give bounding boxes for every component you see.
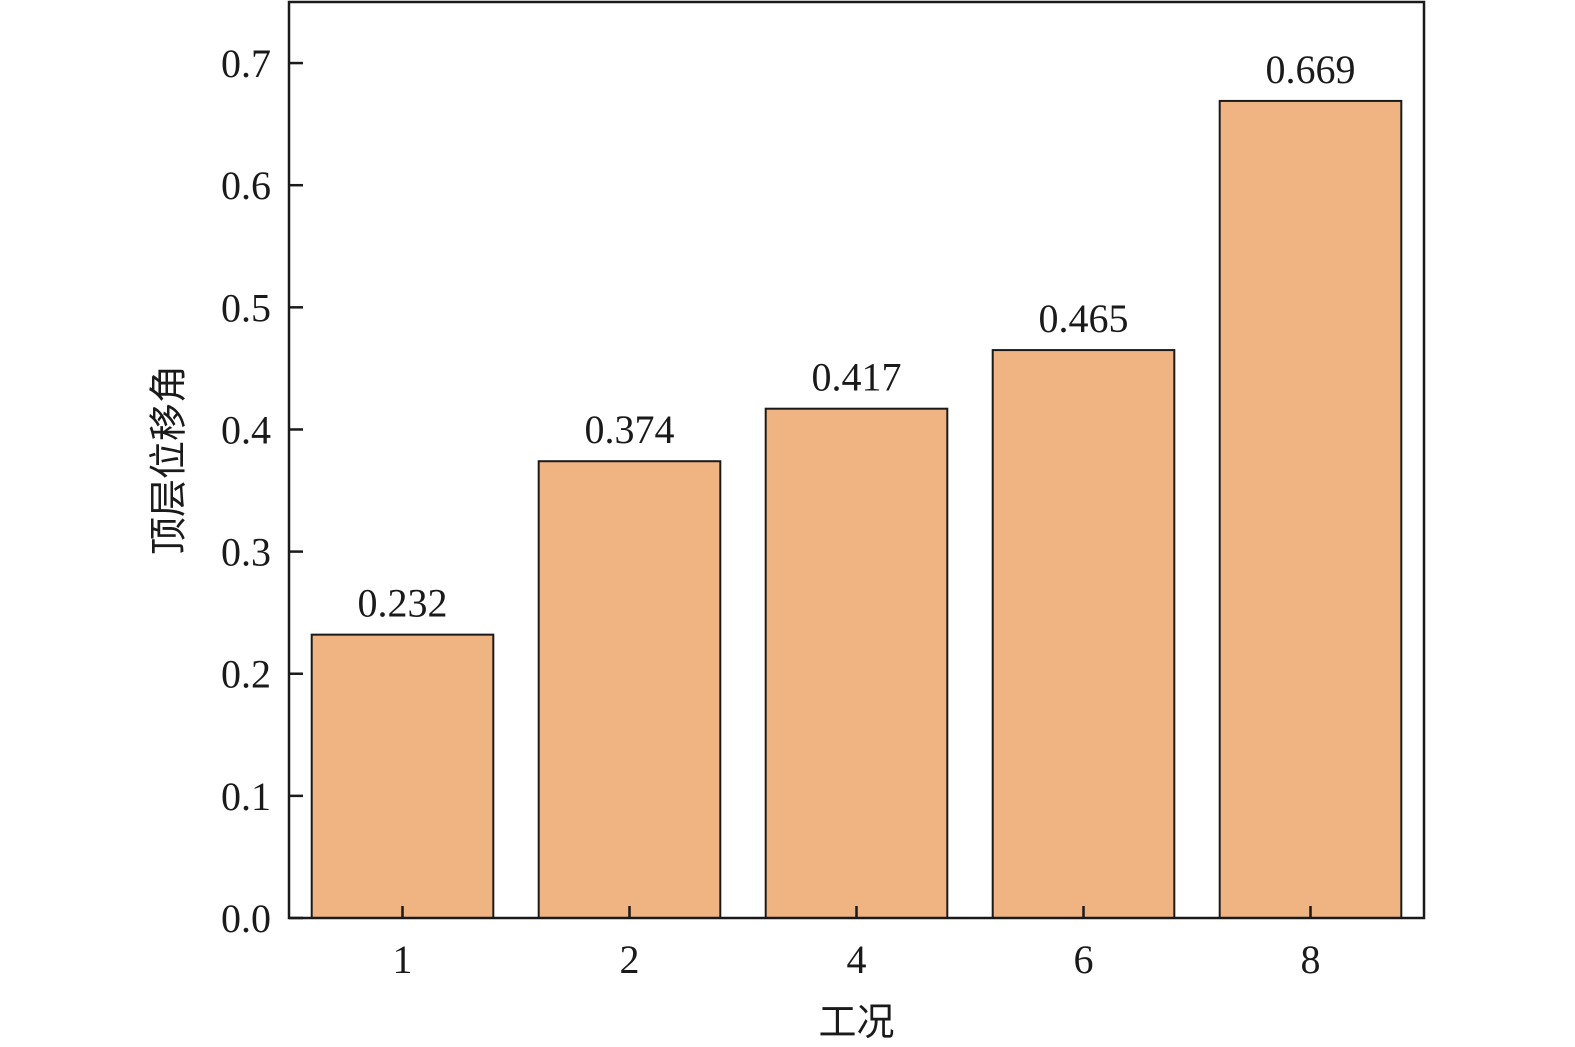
bar-4 (764, 407, 949, 919)
y-tick-label: 0.1 (221, 774, 271, 819)
data-label-8: 0.669 (1266, 47, 1356, 92)
y-tick-label: 0.0 (221, 896, 271, 941)
bar-2 (537, 460, 722, 919)
bar-8 (1218, 99, 1403, 920)
bars-layer (310, 99, 1403, 920)
x-tick-label-8: 8 (1301, 937, 1321, 982)
y-tick-label: 0.2 (221, 652, 271, 697)
x-tick-label-4: 4 (847, 937, 867, 982)
x-axis-title: 工况 (818, 1000, 894, 1044)
data-label-2: 0.374 (585, 407, 675, 452)
bar-1 (310, 633, 495, 920)
data-labels-layer: 0.232 0.374 0.417 0.465 0.669 (358, 47, 1356, 626)
y-axis: 0.0 0.1 0.2 0.3 0.4 0.5 0.6 0.7 (221, 41, 303, 941)
y-tick-label: 0.5 (221, 285, 271, 330)
x-tick-label-6: 6 (1074, 937, 1094, 982)
data-label-1: 0.232 (358, 581, 448, 626)
bar-6 (991, 349, 1176, 919)
y-tick-label: 0.6 (221, 163, 271, 208)
y-tick-label: 0.3 (221, 530, 271, 575)
data-label-4: 0.417 (812, 355, 902, 400)
x-axis: 1 2 4 6 8 (393, 906, 1321, 982)
x-tick-label-1: 1 (393, 937, 413, 982)
y-tick-label: 0.7 (221, 41, 271, 86)
y-axis-title: 顶层位移角 (146, 365, 190, 555)
x-tick-label-2: 2 (620, 937, 640, 982)
data-label-6: 0.465 (1039, 296, 1129, 341)
y-tick-label: 0.4 (221, 407, 271, 452)
